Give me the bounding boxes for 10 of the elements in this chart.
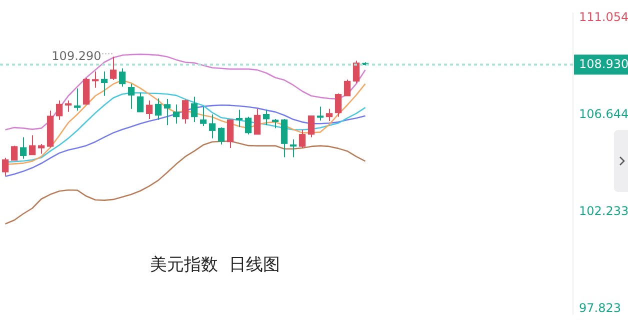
y-tick-label: 97.823 — [579, 301, 621, 316]
annotation: 109.290 — [52, 48, 102, 63]
text: 美元指数 日线图 — [150, 255, 280, 276]
candlestick — [38, 144, 45, 154]
candlestick — [92, 70, 99, 88]
y-tick-label: 106.644 — [579, 107, 628, 122]
y-tick-label: 102.233 — [579, 204, 628, 218]
candlestick — [316, 106, 324, 122]
ref-line-label: 108.930 — [579, 56, 628, 71]
y-tick-label: 111.054 — [579, 10, 628, 24]
